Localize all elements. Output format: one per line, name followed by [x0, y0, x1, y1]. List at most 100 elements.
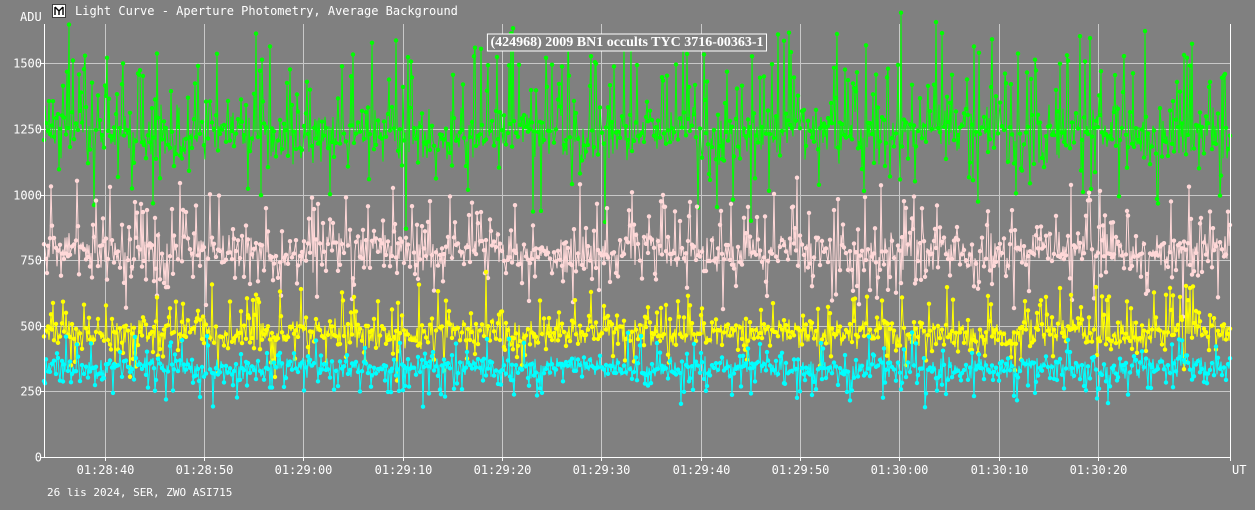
data-point: [1001, 236, 1007, 241]
data-point: [465, 244, 471, 250]
data-point: [575, 251, 581, 256]
data-point: [733, 283, 739, 289]
data-point: [227, 366, 233, 371]
data-point: [1197, 221, 1203, 226]
data-point: [697, 370, 703, 375]
data-point: [395, 241, 401, 246]
data-point: [471, 361, 477, 366]
data-point: [211, 340, 217, 345]
data-point: [803, 365, 809, 370]
data-point: [294, 281, 300, 286]
data-point: [681, 315, 687, 320]
data-point: [58, 273, 64, 278]
data-point: [753, 133, 759, 138]
data-point: [547, 333, 553, 339]
data-point: [349, 123, 355, 128]
data-point: [219, 127, 225, 132]
data-point: [489, 243, 495, 248]
data-point: [1089, 134, 1095, 139]
data-point: [1091, 354, 1097, 360]
data-point: [503, 320, 509, 326]
data-point: [761, 361, 767, 367]
data-point: [1051, 251, 1057, 257]
data-point: [421, 364, 427, 370]
data-point: [431, 288, 437, 293]
data-point: [627, 338, 633, 343]
data-point: [331, 154, 337, 160]
data-point: [1039, 368, 1045, 373]
data-point: [187, 365, 193, 370]
data-point: [83, 104, 89, 110]
data-point: [659, 363, 665, 368]
data-point: [767, 363, 773, 368]
data-point: [879, 360, 885, 365]
data-point: [1029, 112, 1035, 118]
data-point: [123, 323, 129, 328]
data-point: [649, 361, 655, 367]
data-point: [120, 61, 126, 66]
data-point: [47, 132, 53, 137]
data-point: [171, 233, 177, 238]
data-point: [883, 367, 889, 372]
data-point: [1199, 269, 1205, 275]
data-point: [761, 255, 767, 260]
data-point: [727, 257, 733, 262]
data-point: [369, 328, 375, 333]
data-point: [251, 246, 257, 251]
data-point: [1051, 132, 1057, 138]
data-point: [571, 227, 577, 232]
data-point: [615, 341, 621, 346]
data-point: [673, 342, 679, 347]
data-point: [91, 337, 97, 342]
data-point: [295, 109, 301, 114]
data-point: [1075, 126, 1081, 131]
data-point: [230, 227, 236, 232]
data-point: [1195, 273, 1201, 278]
data-point: [1184, 353, 1190, 358]
data-point: [763, 368, 769, 373]
data-point: [471, 54, 477, 59]
data-point: [450, 72, 456, 78]
data-point: [633, 120, 639, 125]
data-point: [897, 177, 903, 182]
data-point: [581, 266, 587, 271]
data-point: [379, 241, 385, 246]
data-point: [933, 19, 939, 25]
data-point: [644, 315, 650, 320]
data-point: [1064, 53, 1070, 58]
data-point: [583, 225, 589, 231]
data-point: [1107, 384, 1113, 389]
data-point: [413, 262, 419, 268]
data-point: [545, 362, 551, 367]
data-point: [129, 186, 135, 191]
data-point: [1099, 372, 1105, 378]
data-point: [765, 324, 771, 329]
data-point: [1215, 355, 1221, 360]
data-point: [683, 251, 689, 256]
data-point: [76, 272, 82, 277]
data-point: [70, 58, 76, 63]
data-point: [878, 183, 884, 188]
data-point: [180, 301, 186, 306]
data-point: [615, 274, 621, 279]
data-point: [1095, 250, 1101, 256]
data-point: [181, 147, 187, 152]
data-point: [655, 118, 661, 123]
y-tick-label: 250: [20, 385, 42, 399]
data-point: [961, 111, 967, 116]
data-point: [729, 124, 735, 129]
data-point: [433, 250, 439, 255]
data-point: [891, 144, 897, 149]
data-point: [799, 365, 805, 371]
data-point: [753, 252, 759, 257]
data-point: [1101, 312, 1107, 317]
data-point: [353, 359, 359, 365]
data-point: [514, 354, 520, 360]
data-point: [866, 334, 872, 339]
data-point: [661, 332, 667, 337]
data-point: [1033, 379, 1039, 385]
light-curve-app-icon[interactable]: [52, 4, 66, 18]
data-point: [319, 367, 325, 372]
data-point: [947, 332, 953, 337]
data-point: [191, 325, 197, 330]
